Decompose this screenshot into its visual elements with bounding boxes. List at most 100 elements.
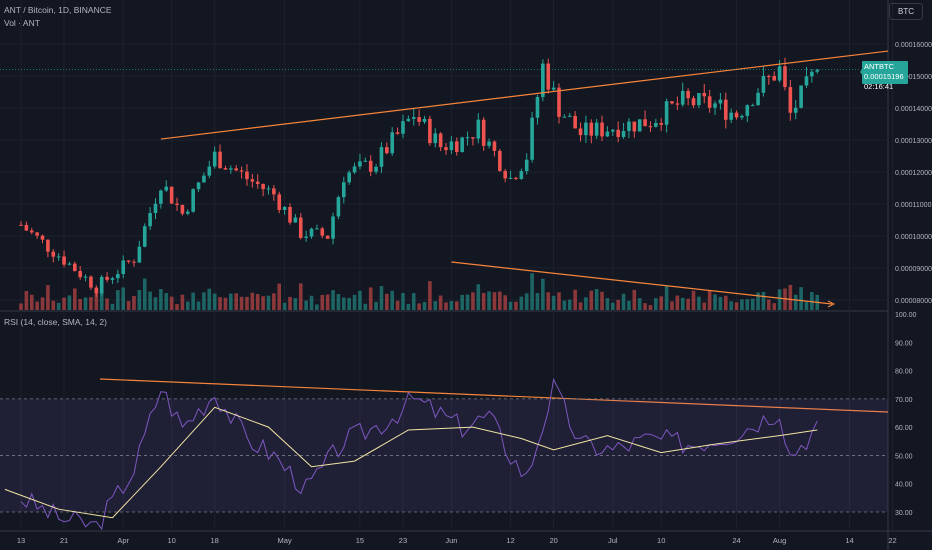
candle-body — [691, 98, 696, 106]
volume-bar — [498, 291, 502, 310]
candle-body — [750, 105, 755, 107]
candle-body — [406, 118, 411, 122]
candle-body — [315, 228, 319, 230]
volume-bar — [110, 303, 115, 310]
price-axis[interactable]: 0.00016000 0.00015000 0.00014000 0.00013000… — [895, 42, 932, 517]
candle-body — [148, 213, 152, 227]
volume-bar — [799, 287, 803, 310]
volume-bar — [180, 294, 185, 310]
volume-bar — [686, 298, 690, 310]
candle-body — [573, 115, 577, 129]
candle-body — [632, 121, 637, 132]
candle-body — [422, 118, 427, 122]
volume-bar — [530, 273, 534, 310]
volume-bar — [142, 278, 147, 310]
candle-body — [126, 260, 131, 262]
volume-bar — [331, 290, 335, 310]
time-axis[interactable]: 13 21 Apr 10 18 May 15 23 Jun 12 20 Jul 10 24 Aug 14 22 — [17, 536, 897, 545]
candle-body — [594, 122, 599, 136]
price-badge-symbol: ANTBTC — [864, 62, 894, 71]
volume-bar — [734, 302, 739, 310]
volume-bar — [116, 290, 120, 310]
rsi-ma-line — [4, 406, 818, 519]
candle-body — [185, 211, 190, 214]
candle-body — [530, 117, 534, 160]
candle-body — [320, 228, 325, 236]
candle-body — [637, 119, 642, 132]
price-badge-price: 0.00015196 — [864, 72, 904, 81]
candle-body — [465, 137, 470, 139]
trendlines[interactable] — [0, 50, 889, 413]
rsi-tick-label: 70.00 — [895, 397, 913, 404]
volume-bar — [315, 304, 319, 310]
volume-bar — [589, 290, 594, 310]
candle-body — [761, 75, 766, 93]
candle-body — [535, 97, 540, 118]
time-tick-label: Apr — [117, 536, 129, 545]
candle-body — [83, 276, 88, 278]
volume-bar — [121, 287, 126, 310]
volume-bar — [740, 299, 744, 310]
candle-body — [514, 177, 518, 179]
volume-bar — [342, 297, 346, 310]
volume-bar — [454, 301, 459, 310]
candle-body — [664, 101, 669, 125]
volume-bar — [191, 292, 195, 310]
volume-bar — [750, 298, 755, 310]
volume-bar — [411, 293, 416, 310]
volume-bar — [777, 289, 782, 310]
candle-body — [325, 235, 330, 239]
time-tick-label: 10 — [167, 536, 175, 545]
candle-body — [169, 186, 174, 204]
candle-body — [35, 232, 39, 236]
candle-body — [94, 287, 99, 294]
symbol-legend[interactable]: ANT / Bitcoin, 1D, BINANCE — [4, 5, 112, 15]
volume-bar — [169, 296, 174, 310]
volume-bar — [659, 296, 664, 310]
volume-bar — [632, 289, 637, 310]
volume-bar — [535, 293, 540, 310]
candle-body — [481, 119, 486, 146]
candle-body — [363, 160, 368, 162]
candle-body — [368, 160, 373, 172]
candle-body — [309, 228, 314, 237]
volume-bar — [729, 301, 733, 310]
time-tick-label: 10 — [657, 536, 665, 545]
candle-body — [250, 179, 255, 182]
volume-bar — [245, 296, 249, 310]
candle-body — [783, 66, 787, 88]
price-badge-countdown: 02:16:41 — [864, 82, 894, 91]
candle-body — [707, 96, 712, 108]
volume-bar — [444, 302, 448, 310]
candle-body — [815, 69, 820, 72]
volume-bar — [132, 295, 136, 310]
time-tick-label: Jun — [445, 536, 457, 545]
rsi-trendline — [99, 378, 889, 413]
rsi-legend[interactable]: RSI (14, close, SMA, 14, 2) — [4, 317, 107, 327]
rsi-tick-label: 50.00 — [895, 453, 913, 460]
candle-body — [804, 76, 809, 86]
candle-body — [680, 90, 685, 105]
candle-body — [627, 121, 631, 131]
candle-body — [105, 276, 109, 280]
volume-bar — [578, 302, 583, 310]
candle-body — [78, 271, 82, 278]
volume-bar — [282, 302, 287, 310]
candle-body — [218, 151, 222, 169]
volume-bar — [670, 301, 674, 310]
volume-bars — [19, 273, 820, 310]
volume-bar — [212, 293, 217, 310]
volume-bar — [196, 301, 201, 310]
volume-bar — [713, 294, 717, 310]
candle-body — [498, 150, 502, 171]
currency-button[interactable]: BTC — [889, 3, 923, 20]
volume-bar — [648, 305, 653, 310]
time-tick-label: 20 — [549, 536, 557, 545]
candle-body — [734, 112, 739, 118]
volume-legend[interactable]: Vol · ANT — [4, 18, 40, 28]
volume-bar — [202, 292, 206, 310]
time-tick-label: 24 — [732, 536, 740, 545]
volume-bar — [433, 301, 438, 310]
volume-bar — [51, 300, 56, 310]
